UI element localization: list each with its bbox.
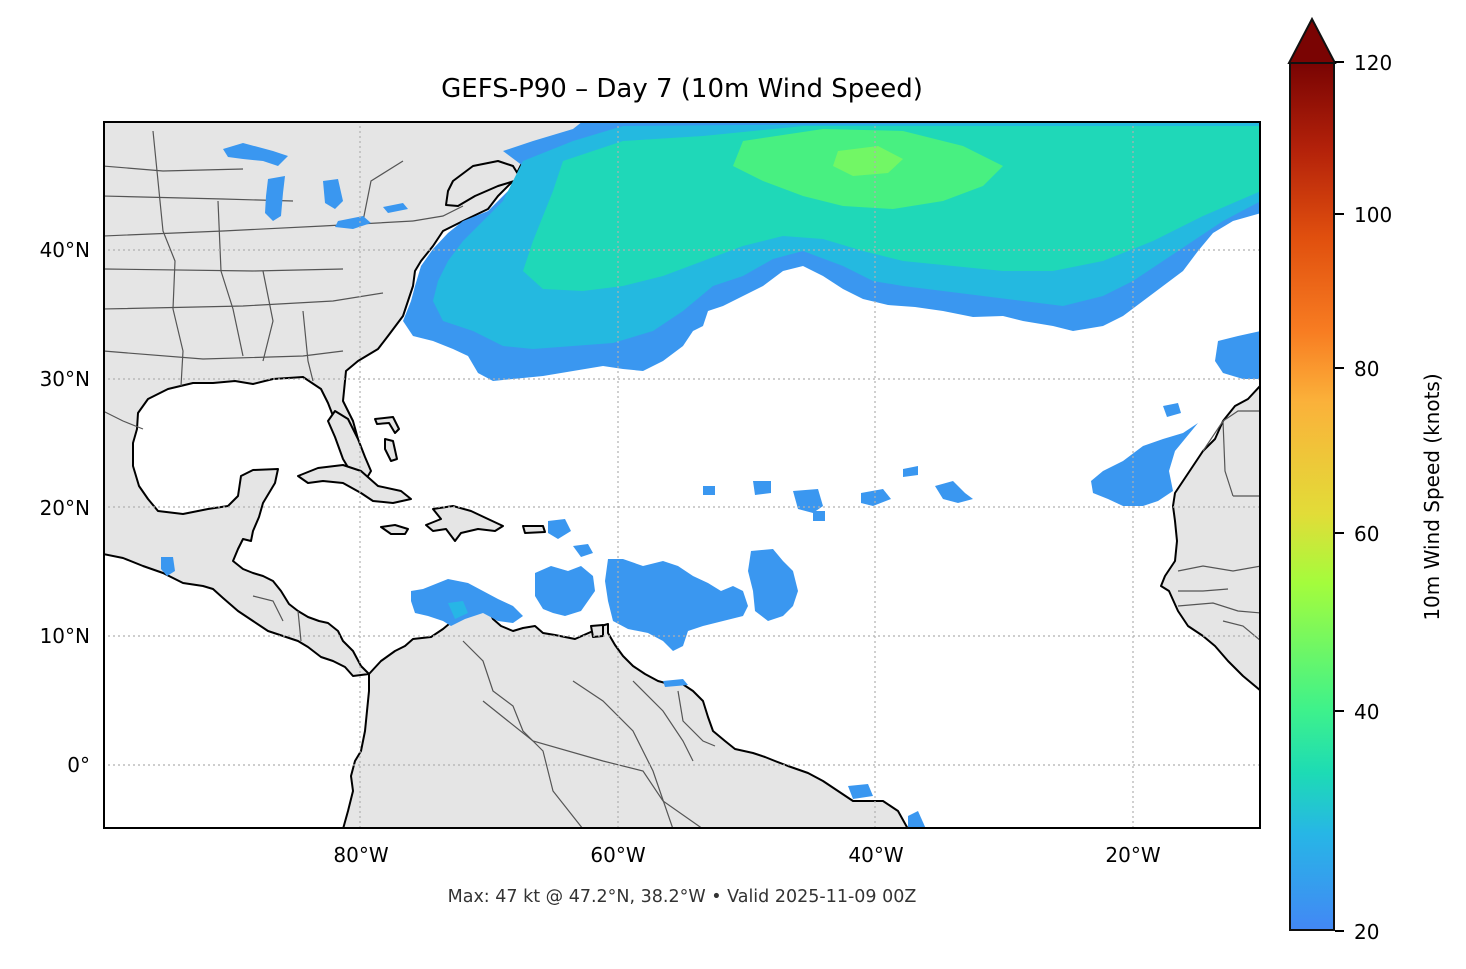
chart-title: GEFS-P90 – Day 7 (10m Wind Speed) <box>441 74 923 104</box>
y-tick-label-10n: 10°N <box>39 624 90 648</box>
trinidad-land <box>590 624 604 638</box>
wind-peak-core <box>833 146 903 176</box>
hispaniola-land <box>425 505 504 542</box>
bahamas-land-2 <box>384 438 398 462</box>
wind-lake-michigan <box>265 176 285 221</box>
colorbar-label-60: 60 <box>1354 522 1380 546</box>
colorbar-label-120: 120 <box>1354 51 1393 75</box>
map-canvas <box>105 123 1259 827</box>
jamaica-land <box>380 524 409 535</box>
wind-caribbean-core <box>448 601 468 619</box>
africa-land <box>1160 385 1259 691</box>
colorbar-extend-arrow <box>1287 17 1337 64</box>
bahamas-land <box>374 416 400 434</box>
wind-tropical-cluster-west <box>535 566 595 616</box>
wind-tropical-small-1 <box>548 519 571 539</box>
colorbar-label-40: 40 <box>1354 700 1380 724</box>
y-tick-label-20n: 20°N <box>39 496 90 520</box>
wind-south-small-1 <box>663 679 688 687</box>
wind-tehuantepec <box>161 557 175 576</box>
wind-morocco <box>1215 331 1259 379</box>
y-tick-label-30n: 30°N <box>39 367 90 391</box>
colorbar-title: 10m Wind Speed (knots) <box>1420 373 1444 621</box>
wind-brazil-1 <box>848 784 873 799</box>
colorbar-label-20: 20 <box>1354 920 1380 944</box>
colorbar-label-100: 100 <box>1354 203 1393 227</box>
y-tick-label-40n: 40°N <box>39 238 90 262</box>
y-tick-label-0: 0° <box>67 753 90 777</box>
wind-20n-patch-4 <box>935 481 973 503</box>
colorbar-tick-60 <box>1335 532 1344 534</box>
colorbar-tick-100 <box>1335 213 1344 215</box>
colorbar <box>1289 62 1335 931</box>
colorbar-tick-80 <box>1335 367 1344 369</box>
south-america-land <box>342 608 909 827</box>
wind-tropical-small-2 <box>573 544 593 557</box>
wind-lake-superior <box>223 143 288 166</box>
colorbar-tick-40 <box>1335 710 1344 712</box>
map-panel[interactable] <box>103 121 1261 829</box>
x-tick-label-20w: 20°W <box>1105 843 1161 867</box>
wind-20n-patch-3 <box>861 489 891 506</box>
north-america-land <box>105 123 639 677</box>
wind-caribbean <box>411 579 523 626</box>
wind-20n-patch-5 <box>703 486 715 495</box>
wind-canary-small <box>1163 403 1181 417</box>
max-wind-annotation: Max: 47 kt @ 47.2°N, 38.2°W • Valid 2025… <box>447 887 917 907</box>
x-tick-label-40w: 40°W <box>848 843 904 867</box>
wind-tropical-cluster-mid <box>605 559 748 651</box>
x-tick-label-80w: 80°W <box>333 843 389 867</box>
colorbar-tick-20 <box>1335 930 1344 932</box>
cuba-land <box>297 464 412 504</box>
nova-scotia-land <box>445 160 522 207</box>
wind-20n-patch-6 <box>903 466 918 477</box>
puerto-rico-land <box>522 525 546 534</box>
gridlines <box>105 123 1259 827</box>
colorbar-label-80: 80 <box>1354 357 1380 381</box>
wind-lake-huron <box>323 179 343 209</box>
wind-brazil-2 <box>908 811 926 827</box>
x-tick-label-60w: 60°W <box>590 843 646 867</box>
wind-canary <box>1091 423 1198 506</box>
wind-20n-patch-2 <box>753 481 771 495</box>
colorbar-tick-120 <box>1335 61 1344 63</box>
wind-lake-erie <box>335 216 371 229</box>
wind-20n-patch-7 <box>813 511 825 521</box>
wind-20n-patch-1 <box>793 489 823 513</box>
wind-lake-ontario <box>383 203 408 213</box>
wind-tropical-cluster-east <box>748 549 798 621</box>
